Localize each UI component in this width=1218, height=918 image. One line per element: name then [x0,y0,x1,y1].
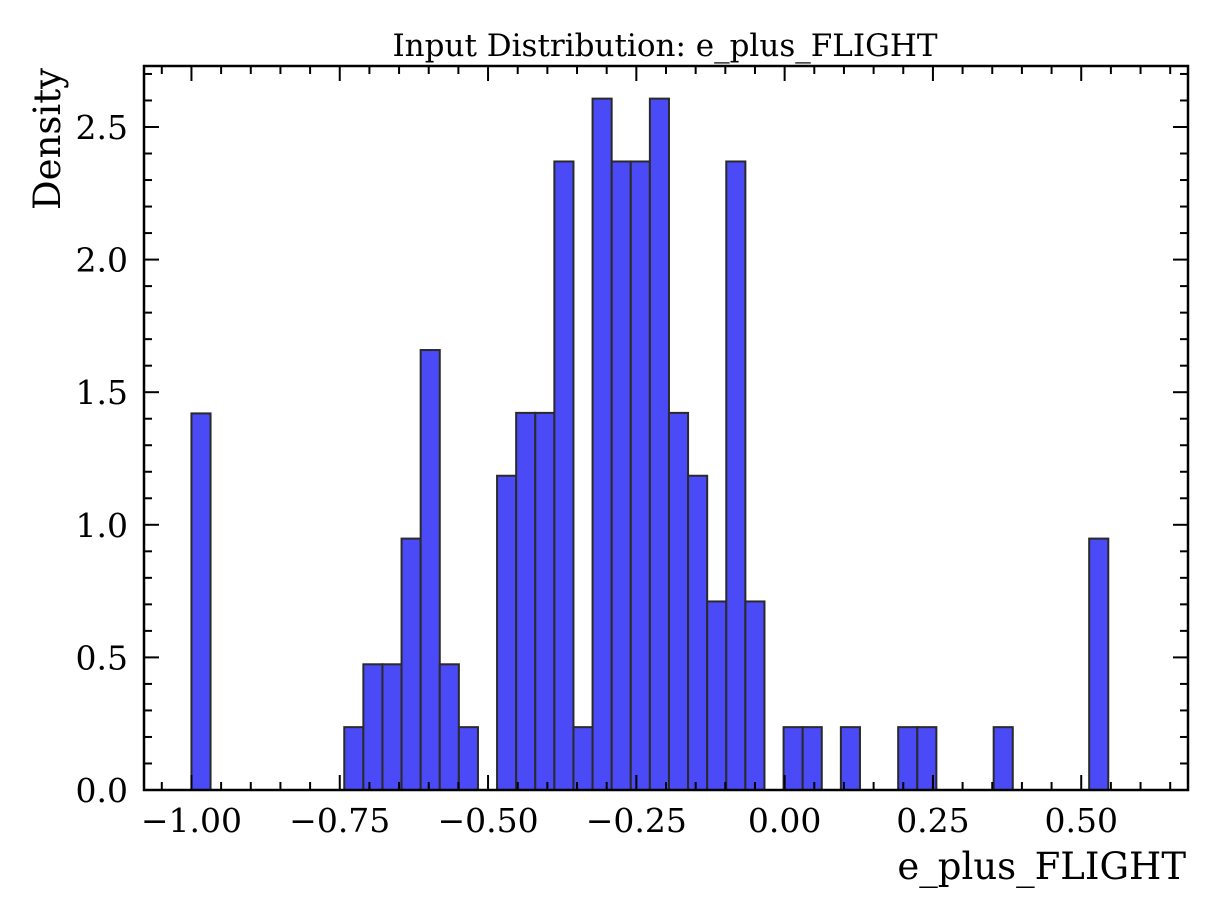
histogram-bar [629,160,651,792]
histogram-bar [457,726,479,792]
x-tick-label: −1.00 [141,801,242,840]
y-tick-label: 0.5 [76,638,128,677]
y-tick-label: 0.0 [76,771,128,810]
y-tick-label: 2.5 [76,108,128,147]
bars-group [190,97,1110,792]
histogram-bar [897,726,919,792]
histogram-bar [591,97,613,792]
x-tick-label: −0.50 [437,801,538,840]
y-tick-label: 1.5 [76,373,128,412]
histogram-bar [534,411,556,791]
histogram-bar [362,663,384,791]
histogram-bar [343,726,365,792]
y-axis-label: Density [26,68,69,210]
x-tick-label: −0.25 [586,801,687,840]
histogram-bar [419,349,441,791]
histogram-bar [1088,537,1110,792]
histogram-bar [648,97,670,792]
x-tick-label: 0.25 [896,801,969,840]
histogram-bar [438,663,460,791]
y-tick-label: 1.0 [76,506,128,545]
histogram-bar [801,726,823,792]
histogram-bar [572,726,594,792]
histogram-bar [687,474,709,791]
histogram-bar [725,160,747,792]
x-tick-label: 0.50 [1044,801,1117,840]
histogram-bar [400,537,422,792]
histogram-bar [381,663,403,791]
histogram-bar [782,726,804,792]
histogram-bar [553,160,575,792]
plot-frame [142,64,1190,792]
histogram-bar [667,411,690,791]
histogram-bar [706,600,728,791]
y-tick-label: 2.0 [76,241,128,280]
chart-title: Input Distribution: e_plus_FLIGHT [392,28,937,64]
histogram-bar [515,411,537,791]
x-tick-label: −0.75 [289,801,390,840]
tick-labels-group: −1.00 −0.75 −0.50 −0.25 0.00 0.25 0.50 0.0 0.5 1.… [76,108,1118,840]
histogram-bar [744,600,766,791]
histogram-bar [496,474,518,791]
histogram-bar [610,160,632,792]
x-tick-label: 0.00 [748,801,821,840]
histogram-bar [190,412,212,791]
histogram-bar [992,726,1014,792]
x-axis-label: e_plus_FLIGHT [897,845,1186,889]
histogram-bar [839,726,861,792]
